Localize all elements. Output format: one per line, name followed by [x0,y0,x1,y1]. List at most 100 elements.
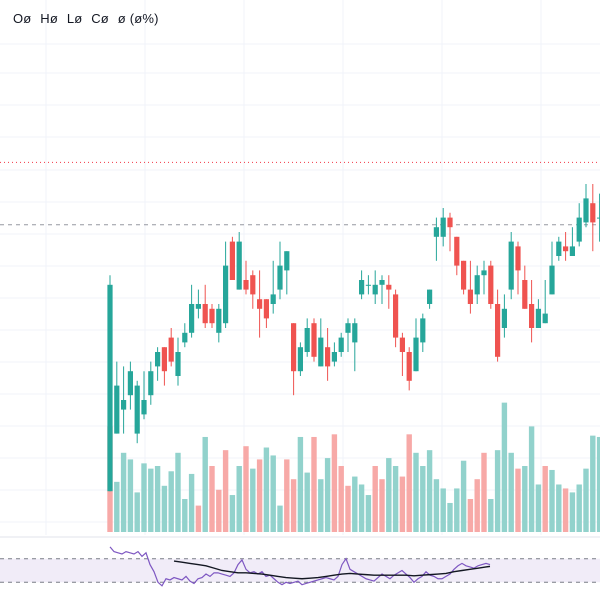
volume-bar [460,460,467,532]
volume-bar [243,446,249,532]
volume-bar [216,489,222,532]
candle-body [433,227,439,237]
volume-bar [569,492,576,532]
candle-body [311,323,317,357]
candle-body [386,284,392,290]
volume-bar [256,459,263,532]
candle-body [318,337,324,367]
volume-bar [426,450,433,532]
legend-change: ø (ø%) [117,11,159,26]
volume-bar [202,436,208,532]
volume-bar [420,466,426,532]
volume-bar [134,492,140,532]
volume-bar [188,473,195,532]
volume-bar [494,450,501,532]
volume-bar [583,468,589,532]
candle-body [399,337,405,352]
candle-body [127,371,133,396]
volume-bar [209,466,215,532]
candle-body [148,371,154,396]
volume-bar [501,402,508,532]
volume-bar [168,471,174,532]
candle-body [427,289,433,304]
volume-bar [195,505,202,532]
candle-body [440,217,446,237]
candle-body [284,251,290,271]
volume-bar [304,472,310,532]
volume-bar [447,502,453,532]
candle-body [134,385,140,434]
volume-bar [365,495,372,532]
legend-close: Cø [91,11,109,26]
candle-body [304,328,310,352]
candle-body [379,280,385,285]
candle-body [406,352,412,381]
candle-body [535,308,541,328]
volume-bar [474,479,480,532]
candle-body [481,270,487,276]
candle-body [236,241,242,290]
candle-body [121,400,127,410]
candle-body [501,308,507,328]
volume-bar [372,466,378,532]
candle-body [563,246,569,252]
candle-body [331,352,337,362]
volume-bar [175,452,181,532]
candle-body [141,400,147,415]
volume-bar [379,479,385,532]
candle-body [161,347,167,372]
volume-bar [535,484,542,532]
volume-bar [284,459,290,532]
volume-bar [392,466,399,532]
candle-body [257,299,263,309]
volume-bar [596,436,600,532]
candle-body [515,246,521,271]
volume-bar [481,452,487,532]
candle-body [277,265,283,290]
candle-body [202,304,208,324]
volume-bar [338,466,344,532]
candle-body [461,260,467,290]
volume-bar [270,455,276,532]
volume-bar [127,459,134,532]
volume-bar [454,488,460,532]
volume-bar [488,499,494,532]
candle-body [243,280,249,290]
candle-body [359,280,365,295]
candle-body [270,294,276,304]
candle-body [223,265,229,324]
volume-bar [222,450,229,532]
volume-bar [120,452,127,532]
candle-body [569,246,575,256]
candle-body [529,304,535,328]
volume-bar [467,499,474,532]
volume-bar [508,452,514,532]
candle-body [229,241,235,280]
volume-bar [386,458,392,532]
candle-body [488,265,494,304]
candle-body [216,308,222,333]
legend-low: Lø [66,11,83,26]
candle-body [542,313,548,324]
volume-bar [399,476,406,532]
volume-bar [154,466,161,532]
volume-bar [576,484,582,532]
candle-body [365,284,371,286]
candle-body [556,241,562,256]
candle-body [393,294,399,338]
volume-bar [542,466,548,532]
volume-bar [331,434,338,532]
volume-bar [352,476,358,532]
volume-bar [522,466,528,532]
candle-body [189,304,195,333]
candle-body [107,284,113,492]
volume-bar [345,485,351,532]
candle-body [345,323,351,333]
volume-bar [440,488,446,532]
volume-bar [413,452,419,532]
volume-bar [515,468,521,532]
volume-bar [433,479,440,532]
candle-body [291,323,297,372]
